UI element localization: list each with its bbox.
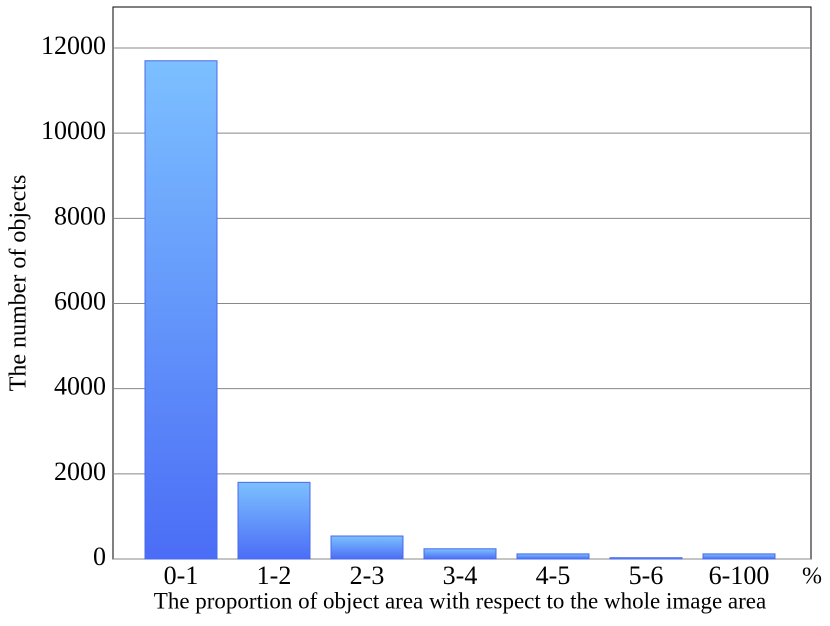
bar [144,60,218,560]
y-tick-label: 8000 [54,201,106,230]
y-tick-label: 0 [93,542,106,571]
bar [237,481,311,560]
y-tick-label: 12000 [41,31,106,60]
bar [516,553,590,560]
plot-area [112,6,812,560]
y-tick-label: 4000 [54,372,106,401]
y-tick-label: 6000 [54,286,106,315]
bar [702,553,776,560]
x-tick-label: 4-5 [536,561,571,590]
x-unit: % [802,564,822,590]
y-tick-label: 10000 [41,116,106,145]
x-tick-label: 0-1 [164,561,199,590]
y-tick-label: 2000 [54,457,106,486]
x-tick-label: 1-2 [257,561,292,590]
bar [330,535,404,560]
x-tick-label: 5-6 [629,561,664,590]
bar [609,557,683,560]
x-axis-label: The proportion of object area with respe… [154,588,766,613]
y-axis-label: The number of objects [6,175,32,392]
x-tick-label: 2-3 [350,561,385,590]
bar [423,548,497,560]
x-tick-label: 3-4 [443,561,478,590]
x-tick-label: 6-100 [709,561,770,590]
